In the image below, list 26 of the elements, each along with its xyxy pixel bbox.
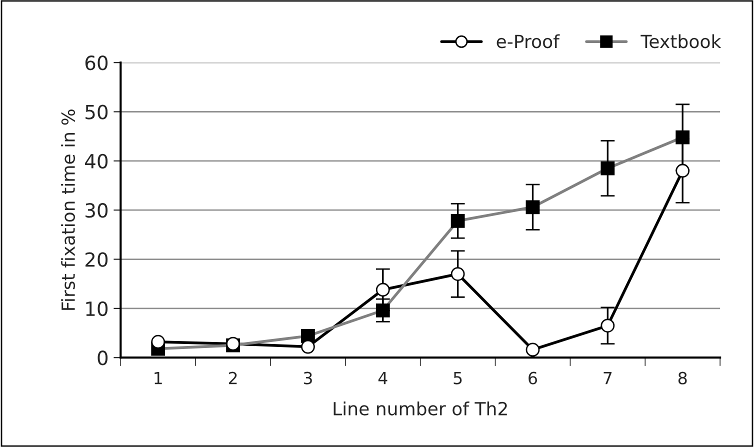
legend-label: Textbook — [640, 34, 722, 48]
x-tick-label: 5 — [454, 372, 462, 384]
point — [526, 342, 540, 357]
x-tick-label: 8 — [678, 372, 687, 384]
y-tick-label: 10 — [86, 301, 108, 316]
y-tick-label: 30 — [86, 203, 108, 218]
point — [450, 267, 465, 281]
x-tick-label: 3 — [304, 372, 312, 384]
y-tick-label: 40 — [85, 154, 108, 169]
point — [151, 334, 166, 349]
legend-label: e-Proof — [496, 34, 560, 48]
x-tick-label: 2 — [228, 372, 237, 384]
y-tick-label: 20 — [86, 252, 108, 267]
y-axis-title: First fixation time in % — [61, 110, 76, 310]
y-tick-label: 50 — [86, 104, 108, 120]
point — [376, 282, 390, 297]
x-tick-label: 1 — [154, 372, 162, 384]
y-tick-label: 0 — [98, 350, 108, 366]
x-tick-label: 4 — [378, 372, 388, 384]
x-tick-label: 6 — [528, 372, 537, 384]
point — [600, 318, 615, 333]
y-tick-label: 60 — [85, 56, 108, 70]
x-tick-label: 7 — [604, 372, 612, 384]
point — [301, 340, 315, 354]
x-axis-title: Line number of Th2 — [334, 402, 507, 416]
point — [676, 164, 690, 178]
